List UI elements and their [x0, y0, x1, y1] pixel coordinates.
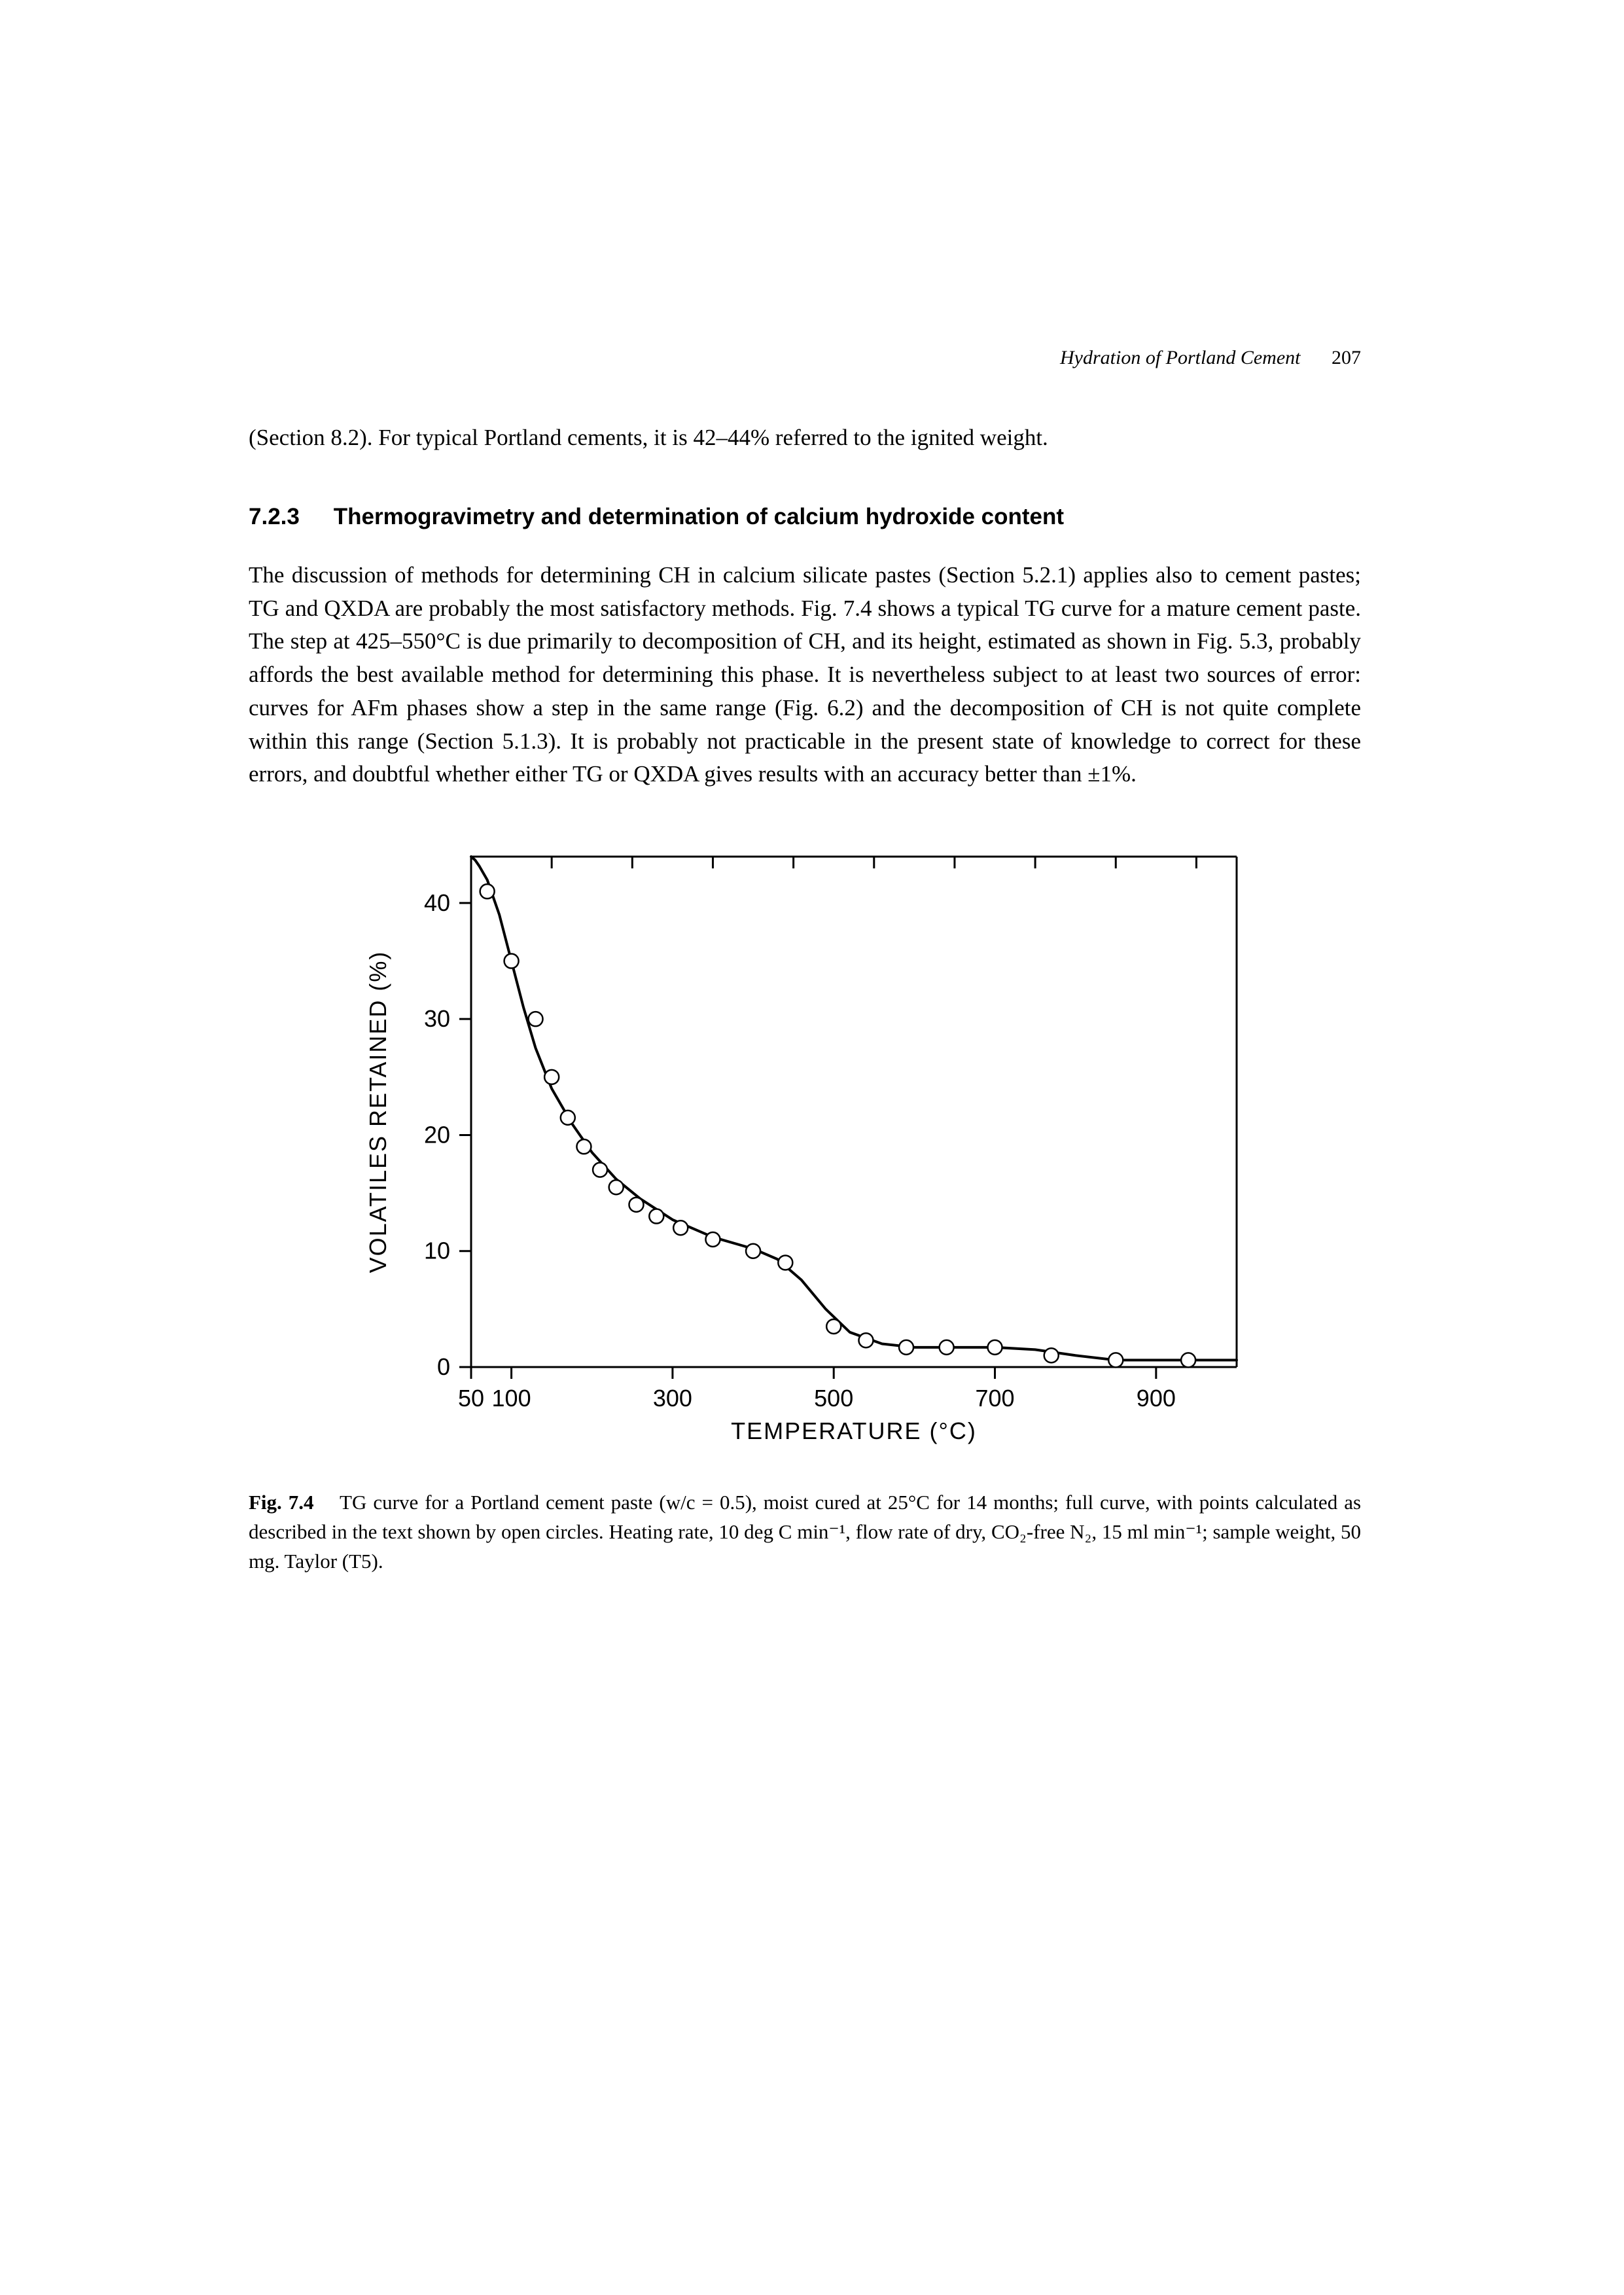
figure-caption-text: TG curve for a Portland cement paste (w/… — [249, 1491, 1361, 1573]
svg-text:VOLATILES RETAINED (%): VOLATILES RETAINED (%) — [364, 951, 391, 1273]
svg-text:10: 10 — [424, 1237, 450, 1264]
paragraph-body: The discussion of methods for determinin… — [249, 559, 1361, 791]
svg-text:700: 700 — [975, 1385, 1014, 1412]
svg-text:40: 40 — [424, 889, 450, 916]
svg-text:50: 50 — [458, 1385, 484, 1412]
svg-text:500: 500 — [814, 1385, 853, 1412]
section-heading: 7.2.3 Thermogravimetry and determination… — [249, 501, 1361, 533]
figure-7-4: 50 100 300 500 700 900 0 10 20 30 40 TEMPERATURE (°… — [249, 830, 1361, 1576]
svg-text:30: 30 — [424, 1005, 450, 1032]
section-title: Thermogravimetry and determination of ca… — [334, 501, 1348, 533]
svg-text:20: 20 — [424, 1121, 450, 1148]
figure-label: Fig. 7.4 — [249, 1491, 314, 1514]
svg-text:0: 0 — [437, 1353, 450, 1380]
svg-text:TEMPERATURE (°C): TEMPERATURE (°C) — [731, 1417, 977, 1444]
svg-text:100: 100 — [492, 1385, 531, 1412]
figure-caption: Fig. 7.4 TG curve for a Portland cement … — [249, 1488, 1361, 1576]
svg-text:900: 900 — [1137, 1385, 1176, 1412]
running-header: Hydration of Portland Cement 207 — [249, 347, 1361, 369]
page-number: 207 — [1332, 347, 1361, 368]
section-number: 7.2.3 — [249, 501, 327, 533]
running-title: Hydration of Portland Cement — [1060, 347, 1300, 368]
paragraph-intro: (Section 8.2). For typical Portland ceme… — [249, 421, 1361, 455]
svg-text:300: 300 — [653, 1385, 692, 1412]
tg-chart: 50 100 300 500 700 900 0 10 20 30 40 TEMPERATURE (°… — [347, 830, 1263, 1459]
